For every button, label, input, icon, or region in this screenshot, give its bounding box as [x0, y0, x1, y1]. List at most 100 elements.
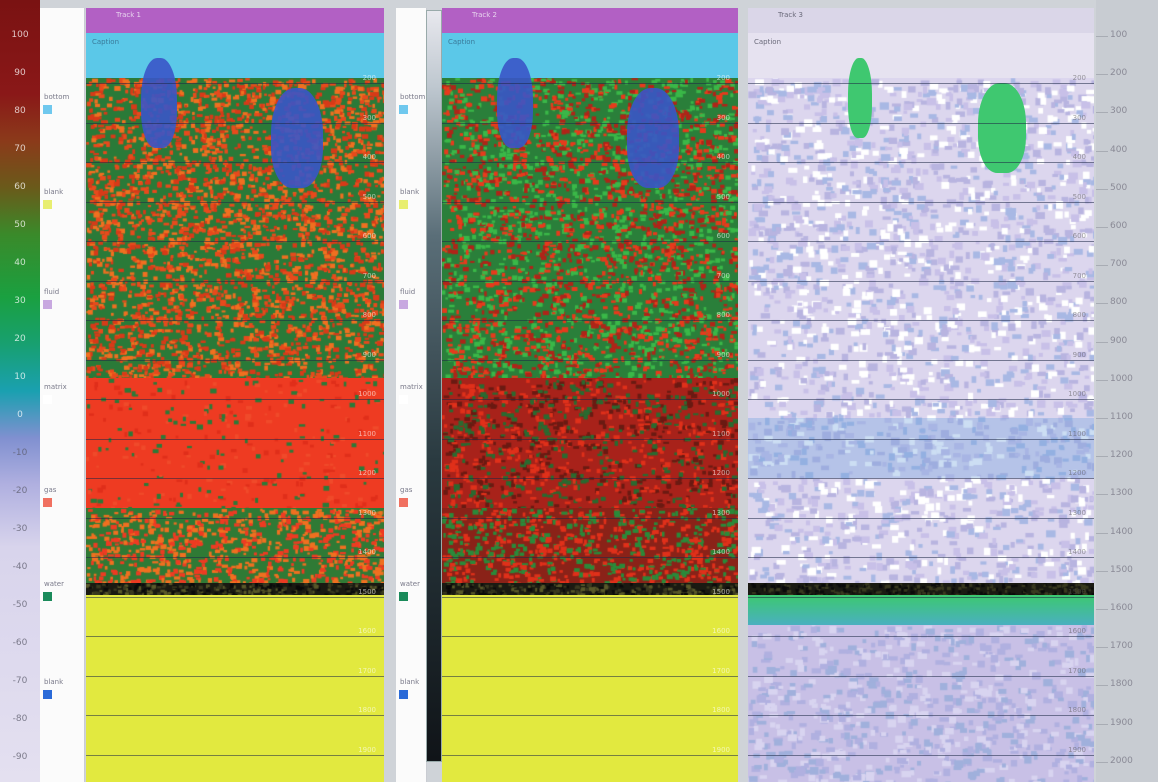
panel-tick-label: 700 [362, 271, 376, 280]
grid-line [748, 201, 1094, 203]
depth-tick-label: 300 [1110, 106, 1128, 117]
panel-tick-label: 1900 [358, 745, 376, 754]
legend-label: blank [400, 678, 420, 686]
panel-tick-label: 1400 [1068, 548, 1086, 556]
depth-tick-label: 1900 [1110, 717, 1133, 728]
grid-line [442, 83, 738, 84]
grid-line [86, 359, 384, 361]
panel-tick-label: 1500 [358, 587, 376, 596]
legend-label: gas [400, 486, 413, 494]
grid-line [748, 83, 1094, 84]
anomaly-blob[interactable] [848, 58, 872, 138]
scale-tick: 100 [11, 30, 29, 40]
scale-tick: -10 [12, 448, 28, 458]
panel-title: Track 2 [442, 8, 738, 33]
anomaly-blob[interactable] [141, 58, 177, 148]
depth-tick-mark [1096, 532, 1108, 534]
grid-line [748, 596, 1094, 598]
panel-tick-label: 1800 [712, 706, 730, 714]
panel-tick-label: 300 [716, 113, 730, 122]
depth-tick-mark [1096, 112, 1108, 114]
depth-tick-label: 200 [1110, 68, 1128, 79]
scale-tick: 80 [14, 106, 26, 116]
depth-tick-mark [1096, 456, 1108, 458]
legend-swatch [399, 105, 408, 114]
panel-tick-label: 400 [362, 153, 376, 161]
seismic-texture [748, 583, 1094, 595]
grid-line [86, 438, 384, 440]
panel-tick-label: 1900 [712, 745, 730, 754]
depth-tick-label: 400 [1110, 144, 1128, 155]
legend-swatch [43, 300, 52, 309]
grid-line [442, 320, 738, 321]
depth-tick-label: 100 [1110, 30, 1128, 40]
panel-track-2[interactable]: Track 2 Caption 200 300 400 500 600 700 800 900 10… [442, 8, 738, 782]
panel-title: Track 1 [86, 8, 384, 33]
scale-tick: -30 [12, 524, 28, 534]
legend-swatch [43, 200, 52, 209]
panel-tick-label: 800 [1072, 311, 1086, 319]
grid-line [86, 517, 384, 519]
grid-line [86, 478, 384, 479]
grid-line [86, 83, 384, 84]
anomaly-blob[interactable] [497, 58, 533, 148]
depth-tick-mark [1096, 418, 1108, 419]
depth-tick-mark [1096, 265, 1108, 267]
panel-tick-label: 1300 [712, 508, 730, 517]
panel-track-1[interactable]: Track 1 Caption 200 300 400 500 600 700 800 900 10… [86, 8, 384, 782]
panel-tick-label: 500 [716, 192, 730, 201]
panel-tick-label: 1200 [358, 469, 376, 477]
green-band [748, 595, 1094, 625]
depth-tick-label: 1700 [1110, 641, 1133, 652]
panel-tick-label: 400 [1072, 153, 1086, 161]
grid-line [86, 636, 384, 637]
anomaly-blob[interactable] [978, 83, 1026, 173]
anomaly-blob[interactable] [271, 88, 323, 188]
panel-tick-label: 200 [1072, 74, 1086, 82]
panel-tick-label: 1200 [1068, 469, 1086, 477]
anomaly-blob[interactable] [627, 88, 679, 188]
panel-tick-label: 300 [1072, 113, 1086, 122]
scale-tick: 30 [14, 296, 26, 306]
seismic-texture [442, 508, 738, 583]
grid-line [442, 715, 738, 716]
panel-track-3[interactable]: Track 3 Caption 200 300 400 500 600 700 800 900 10… [748, 8, 1094, 782]
grid-line [442, 201, 738, 203]
seismic-texture [442, 583, 738, 595]
grid-line [442, 478, 738, 479]
depth-tick-label: 900 [1110, 335, 1128, 346]
scale-tick: 0 [17, 410, 23, 420]
grid-line [86, 557, 384, 558]
panel-tick-label: 1500 [1068, 587, 1086, 596]
grid-line [442, 557, 738, 558]
legend-label: fluid [44, 288, 60, 296]
depth-tick-mark [1096, 570, 1108, 572]
legend-swatch [399, 200, 408, 209]
scale-tick: 90 [14, 68, 26, 78]
panel-tick-label: 500 [362, 192, 376, 201]
depth-tick-mark [1096, 494, 1108, 496]
panel-tick-label: 600 [716, 232, 730, 240]
grid-line [442, 636, 738, 637]
scale-tick: -20 [12, 486, 28, 496]
scale-tick: 40 [14, 258, 26, 268]
grid-line [442, 241, 738, 242]
panel-tick-label: 1700 [712, 666, 730, 675]
depth-tick-label: 1300 [1110, 488, 1133, 499]
legend-swatch [43, 105, 52, 114]
grid-line [748, 162, 1094, 163]
scale-tick: -70 [12, 676, 28, 686]
seismic-texture [86, 508, 384, 583]
depth-tick-mark [1096, 188, 1108, 190]
legend-label: blank [400, 188, 420, 196]
panel-tick-label: 1100 [712, 429, 730, 438]
depth-tick-mark [1096, 74, 1108, 76]
legend-label: matrix [400, 383, 423, 391]
depth-tick-label: 500 [1110, 182, 1128, 193]
panel-tick-label: 1200 [712, 469, 730, 477]
depth-tick-mark [1096, 227, 1108, 228]
legend-swatch [399, 395, 408, 404]
panel-body: 200 300 400 500 600 700 800 900 1000 1100 1200 1300… [748, 58, 1094, 782]
grid-line [748, 399, 1094, 400]
scale-tick: 50 [14, 220, 26, 230]
